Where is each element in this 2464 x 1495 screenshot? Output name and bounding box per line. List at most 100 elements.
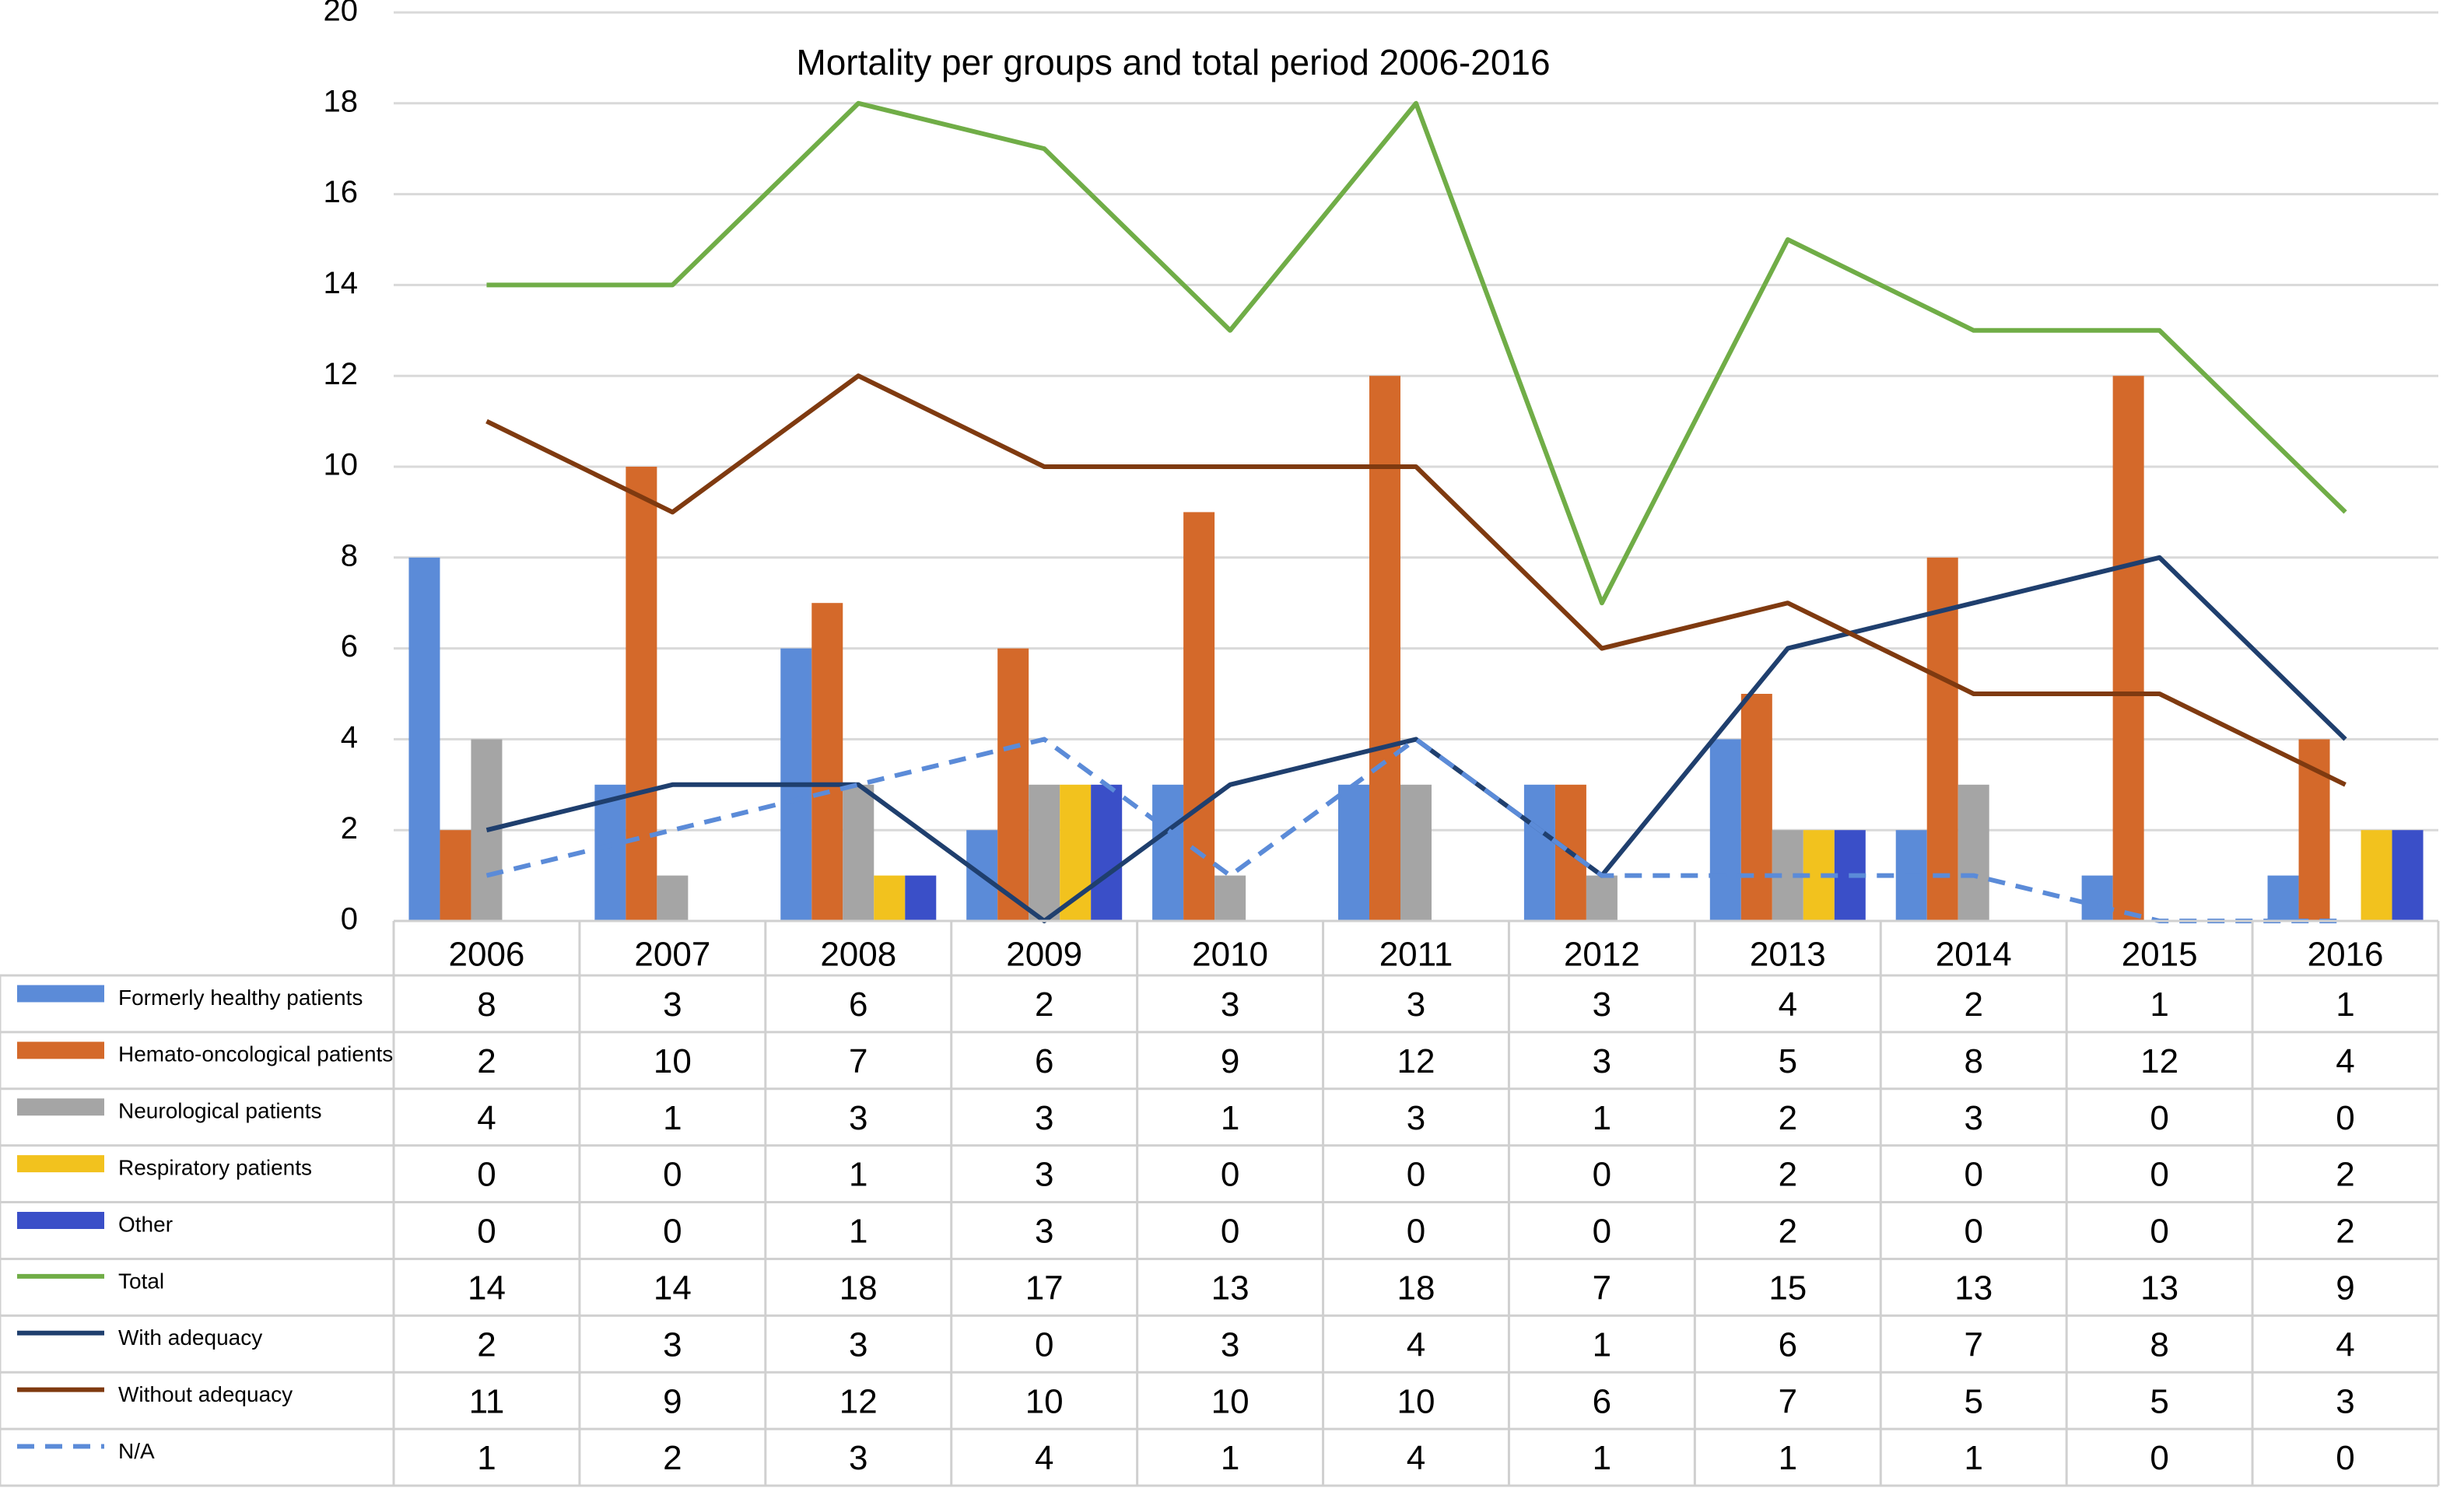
- table-cell: 18: [839, 1269, 878, 1308]
- table-cell: 4: [477, 1099, 496, 1137]
- table-cell: 2: [1035, 986, 1053, 1024]
- x-tick-label: 2010: [1192, 936, 1268, 974]
- x-tick-label: 2011: [1379, 936, 1453, 974]
- table-cell: 5: [1964, 1382, 1982, 1420]
- table-cell: 18: [1397, 1269, 1435, 1308]
- x-tick-label: 2012: [1564, 936, 1640, 974]
- table-cell: 10: [1211, 1382, 1250, 1420]
- bar: [905, 875, 937, 921]
- y-tick-label: 18: [324, 84, 359, 118]
- table-cell: 10: [1397, 1382, 1435, 1420]
- x-tick-label: 2009: [1006, 936, 1082, 974]
- table-cell: 8: [477, 986, 496, 1024]
- table-cell: 0: [2150, 1213, 2168, 1251]
- bar: [1152, 784, 1184, 921]
- series-line: [486, 100, 2347, 606]
- table-cell: 6: [1035, 1042, 1053, 1080]
- table-cell: 4: [1779, 986, 1797, 1024]
- table-cell: 10: [654, 1042, 692, 1080]
- x-tick-label: 2007: [634, 936, 710, 974]
- bar: [1214, 875, 1246, 921]
- table-cell: 1: [1964, 1439, 1982, 1477]
- legend-label: Respiratory patients: [118, 1156, 312, 1180]
- table-cell: 12: [1397, 1042, 1435, 1080]
- table-cell: 7: [1964, 1325, 1982, 1364]
- table-cell: 3: [1407, 1099, 1425, 1137]
- table-cell: 1: [1593, 1439, 1611, 1477]
- table-cell: 5: [2150, 1382, 2168, 1420]
- bar: [997, 648, 1029, 921]
- bar: [440, 830, 471, 921]
- table-cell: 4: [1407, 1439, 1425, 1477]
- bar: [594, 784, 626, 921]
- table-cell: 1: [1593, 1099, 1611, 1137]
- table-cell: 0: [1964, 1213, 1982, 1251]
- table-cell: 6: [849, 986, 867, 1024]
- table-cell: 2: [663, 1439, 682, 1477]
- table-cell: 2: [1779, 1099, 1797, 1137]
- y-tick-label: 16: [324, 175, 359, 209]
- table-cell: 1: [2336, 986, 2354, 1024]
- bar: [1183, 512, 1215, 921]
- legend-label: Hemato-oncological patients: [118, 1042, 393, 1066]
- table-cell: 0: [1407, 1156, 1425, 1194]
- table-cell: 0: [2150, 1439, 2168, 1477]
- table-cell: 4: [1407, 1325, 1425, 1364]
- legend-label: Other: [118, 1212, 173, 1236]
- table-cell: 5: [1779, 1042, 1797, 1080]
- bar: [1091, 784, 1123, 921]
- x-tick-label: 2014: [1936, 936, 2012, 974]
- table-cell: 3: [849, 1439, 867, 1477]
- table-cell: 9: [1221, 1042, 1239, 1080]
- table-cell: 8: [2150, 1325, 2168, 1364]
- table-cell: 0: [1593, 1213, 1611, 1251]
- table-cell: 3: [2336, 1382, 2354, 1420]
- table-cell: 0: [2150, 1156, 2168, 1194]
- table-cell: 3: [1035, 1156, 1053, 1194]
- bar: [1740, 694, 1772, 921]
- table-cell: 1: [477, 1439, 496, 1477]
- bar: [626, 467, 657, 921]
- bar: [811, 603, 843, 921]
- bar: [2112, 376, 2144, 921]
- legend-label: Without adequacy: [118, 1382, 293, 1406]
- table-cell: 7: [1593, 1269, 1611, 1308]
- table-cell: 2: [2336, 1156, 2354, 1194]
- bar: [1586, 875, 1618, 921]
- legend-key: [17, 1042, 104, 1059]
- table-cell: 0: [1035, 1325, 1053, 1364]
- table-cell: 0: [1221, 1213, 1239, 1251]
- table-cell: 2: [477, 1325, 496, 1364]
- table-cell: 2: [1779, 1156, 1797, 1194]
- bar: [1709, 739, 1741, 921]
- chart-title: Mortality per groups and total period 20…: [796, 42, 1550, 82]
- legend-key: [17, 1155, 104, 1173]
- bar: [2361, 830, 2392, 921]
- table-cell: 1: [1593, 1325, 1611, 1364]
- table-cell: 2: [1964, 986, 1982, 1024]
- table-cell: 3: [1035, 1099, 1053, 1137]
- table-cell: 11: [469, 1382, 505, 1420]
- bar: [1400, 784, 1432, 921]
- table-cell: 3: [1964, 1099, 1982, 1137]
- y-tick-label: 2: [341, 811, 358, 846]
- bar: [2267, 875, 2299, 921]
- table-cell: 0: [1221, 1156, 1239, 1194]
- bar: [2081, 875, 2113, 921]
- table-cell: 12: [2140, 1042, 2178, 1080]
- table-cell: 3: [849, 1325, 867, 1364]
- legend-label: N/A: [118, 1439, 155, 1463]
- bar: [1958, 784, 1989, 921]
- bar: [1523, 784, 1555, 921]
- series-line: [485, 737, 2346, 923]
- bar: [1369, 376, 1400, 921]
- table-cell: 3: [1593, 986, 1611, 1024]
- legend-label: Formerly healthy patients: [118, 986, 363, 1010]
- table-cell: 0: [663, 1213, 682, 1251]
- y-tick-label: 6: [341, 629, 358, 663]
- table-cell: 13: [1211, 1269, 1250, 1308]
- legend-label: Total: [118, 1269, 164, 1293]
- y-tick-label: 14: [324, 266, 359, 300]
- legend-label: Neurological patients: [118, 1099, 322, 1123]
